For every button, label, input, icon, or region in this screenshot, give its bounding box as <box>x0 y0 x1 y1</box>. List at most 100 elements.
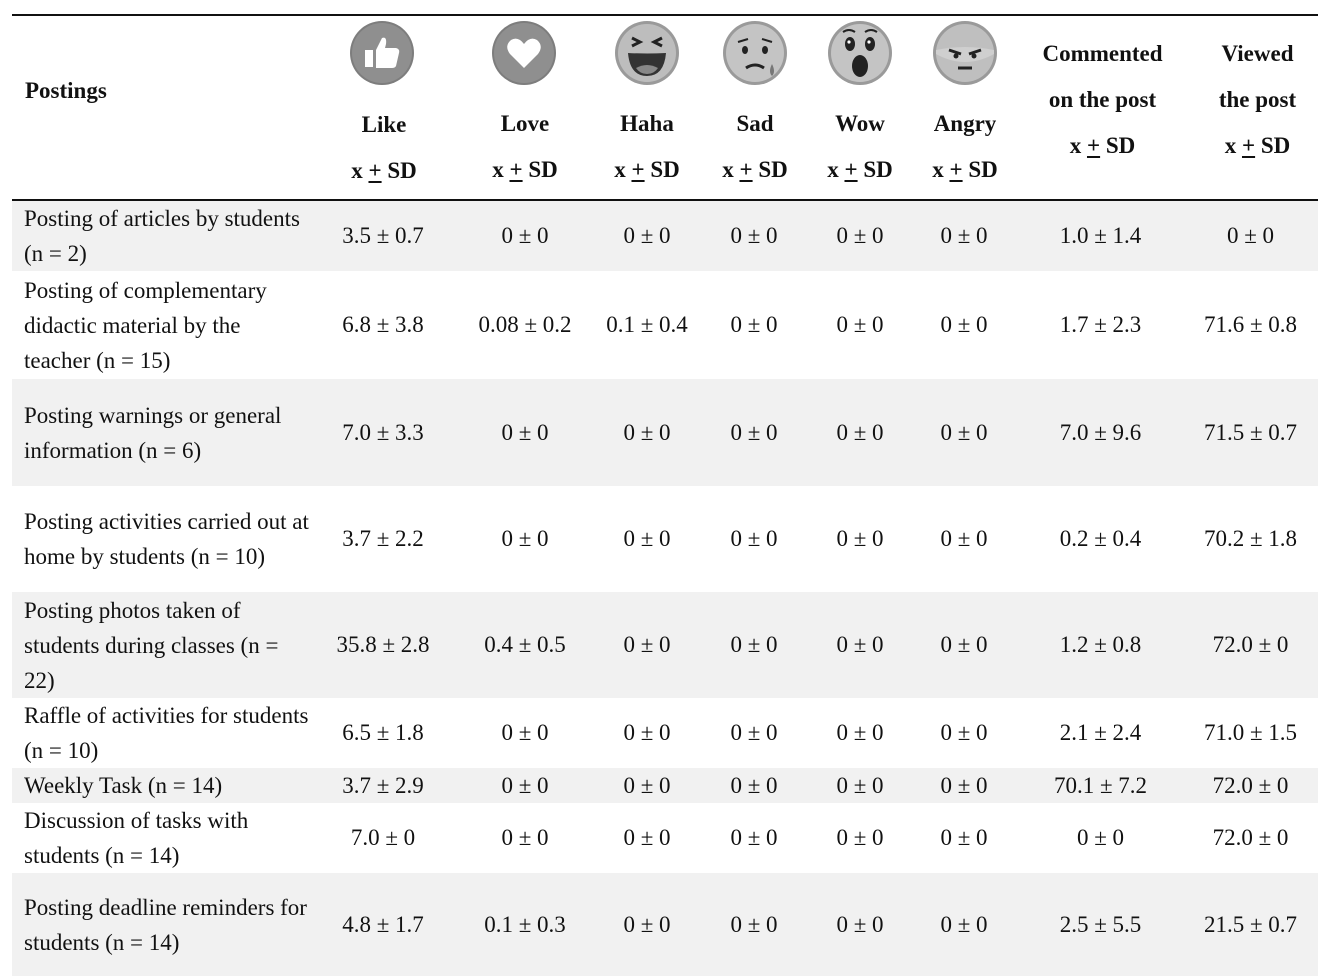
cell-wow: 0 ± 0 <box>810 379 910 486</box>
row-label: Posting warnings or general information … <box>12 379 312 486</box>
header-commented-1: Commented <box>1042 41 1163 66</box>
cell-love: 0.4 ± 0.5 <box>454 592 596 698</box>
header-love-stat: x + SD <box>492 157 558 182</box>
cell-haha: 0 ± 0 <box>623 825 671 850</box>
row-label: Posting photos taken of students during … <box>12 592 312 698</box>
header-commented-stat: x + SD <box>1069 133 1136 158</box>
cell-sad: 0 ± 0 <box>698 592 810 698</box>
cell-viewed: 71.5 ± 0.7 <box>1183 379 1318 486</box>
cell-haha: 0 ± 0 <box>596 873 698 976</box>
cell-haha: 0.1 ± 0.4 <box>606 312 688 337</box>
cell-sad: 0 ± 0 <box>730 720 778 745</box>
cell-angry: 0 ± 0 <box>910 201 1018 271</box>
cell-viewed: 72.0 ± 0 <box>1212 825 1289 850</box>
cell-wow: 0 ± 0 <box>810 592 910 698</box>
cell-commented: 70.1 ± 7.2 <box>1018 768 1183 803</box>
table-row: Posting activities carried out at home b… <box>12 486 1318 592</box>
cell-love: 0.1 ± 0.3 <box>454 873 596 976</box>
row-label: Posting activities carried out at home b… <box>24 509 309 569</box>
cell-angry: 0 ± 0 <box>940 720 988 745</box>
cell-love: 0.08 ± 0.2 <box>478 312 572 337</box>
cell-like: 4.8 ± 1.7 <box>312 873 454 976</box>
cell-viewed: 0 ± 0 <box>1183 201 1318 271</box>
row-label: Posting of complementary didactic materi… <box>24 277 267 373</box>
cell-viewed: 72.0 ± 0 <box>1183 768 1318 803</box>
cell-sad: 0 ± 0 <box>730 312 778 337</box>
cell-haha: 0 ± 0 <box>596 201 698 271</box>
cell-commented: 1.0 ± 1.4 <box>1018 201 1183 271</box>
cell-wow: 0 ± 0 <box>836 720 884 745</box>
table-row: Posting of articles by students (n = 2) 3… <box>12 201 1318 271</box>
header-angry-stat: x + SD <box>932 157 998 182</box>
wow-icon <box>828 21 892 85</box>
header-love: Love <box>500 111 550 136</box>
header-like-stat: x + SD <box>351 158 417 183</box>
cell-angry: 0 ± 0 <box>910 592 1018 698</box>
header-haha-stat: x + SD <box>614 157 680 182</box>
row-label: Posting deadline reminders for students … <box>12 873 312 976</box>
cell-commented: 1.7 ± 2.3 <box>1059 312 1142 337</box>
table-row: Posting of complementary didactic materi… <box>12 271 1318 379</box>
cell-wow: 0 ± 0 <box>810 768 910 803</box>
cell-haha: 0 ± 0 <box>596 768 698 803</box>
cell-like: 7.0 ± 0 <box>350 825 416 850</box>
cell-angry: 0 ± 0 <box>910 768 1018 803</box>
cell-commented: 1.2 ± 0.8 <box>1018 592 1183 698</box>
cell-angry: 0 ± 0 <box>940 312 988 337</box>
header-sad-stat: x + SD <box>722 157 788 182</box>
haha-icon <box>615 21 679 85</box>
cell-like: 3.7 ± 2.9 <box>312 768 454 803</box>
cell-viewed: 70.2 ± 1.8 <box>1203 526 1298 551</box>
cell-angry: 0 ± 0 <box>910 379 1018 486</box>
header-like: Like <box>361 112 407 137</box>
cell-love: 0 ± 0 <box>501 825 549 850</box>
cell-commented: 0.2 ± 0.4 <box>1059 526 1142 551</box>
cell-wow: 0 ± 0 <box>836 526 884 551</box>
cell-wow: 0 ± 0 <box>810 201 910 271</box>
cell-wow: 0 ± 0 <box>836 825 884 850</box>
cell-haha: 0 ± 0 <box>623 526 671 551</box>
cell-commented: 7.0 ± 9.6 <box>1018 379 1183 486</box>
cell-angry: 0 ± 0 <box>910 873 1018 976</box>
cell-haha: 0 ± 0 <box>596 592 698 698</box>
header-viewed-stat: x + SD <box>1224 133 1291 158</box>
row-label: Raffle of activities for students (n = 1… <box>24 703 309 763</box>
header-commented-2: on the post <box>1048 87 1157 112</box>
table-row: Discussion of tasks with students (n = 1… <box>12 803 1318 873</box>
cell-love: 0 ± 0 <box>501 526 549 551</box>
cell-angry: 0 ± 0 <box>940 526 988 551</box>
cell-like: 6.8 ± 3.8 <box>342 312 424 337</box>
love-icon <box>492 21 556 85</box>
cell-viewed: 71.0 ± 1.5 <box>1203 720 1298 745</box>
sad-icon <box>723 21 787 85</box>
cell-love: 0 ± 0 <box>454 768 596 803</box>
cell-love: 0 ± 0 <box>454 201 596 271</box>
cell-like: 6.5 ± 1.8 <box>342 720 424 745</box>
cell-commented: 2.5 ± 5.5 <box>1018 873 1183 976</box>
like-icon <box>350 21 414 85</box>
cell-commented: 0 ± 0 <box>1076 825 1125 850</box>
cell-sad: 0 ± 0 <box>698 768 810 803</box>
cell-haha: 0 ± 0 <box>623 720 671 745</box>
cell-like: 35.8 ± 2.8 <box>312 592 454 698</box>
row-label: Posting of articles by students (n = 2) <box>12 201 312 271</box>
table-top-rule <box>12 14 1318 16</box>
header-viewed-2: the post <box>1218 87 1297 112</box>
cell-angry: 0 ± 0 <box>940 825 988 850</box>
cell-viewed: 21.5 ± 0.7 <box>1183 873 1318 976</box>
cell-love: 0 ± 0 <box>454 379 596 486</box>
cell-sad: 0 ± 0 <box>730 526 778 551</box>
header-wow-stat: x + SD <box>827 157 893 182</box>
table-row: Posting warnings or general information … <box>12 379 1318 486</box>
table-row: Posting deadline reminders for students … <box>12 873 1318 976</box>
table-row: Raffle of activities for students (n = 1… <box>12 698 1318 768</box>
cell-wow: 0 ± 0 <box>836 312 884 337</box>
row-label: Discussion of tasks with students (n = 1… <box>24 808 249 868</box>
cell-sad: 0 ± 0 <box>730 825 778 850</box>
cell-sad: 0 ± 0 <box>698 873 810 976</box>
header-wow: Wow <box>835 111 885 136</box>
data-table: Posting of articles by students (n = 2) 3… <box>12 201 1318 976</box>
angry-icon <box>933 21 997 85</box>
header-bottom-rule <box>12 199 1318 201</box>
